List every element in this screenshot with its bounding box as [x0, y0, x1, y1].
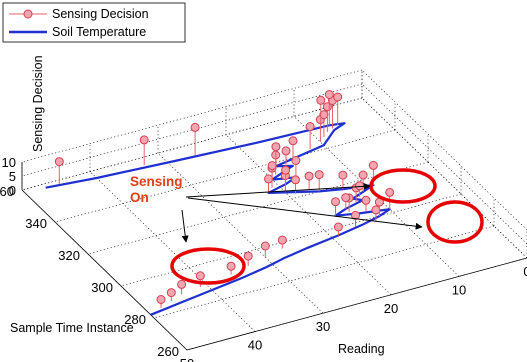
sensing-decision-marker: [338, 170, 348, 180]
y-axis-label: Sample Time Instance: [10, 321, 134, 335]
axis-line-time: [21, 189, 188, 351]
sensing-decision-marker: [333, 92, 343, 102]
annotation-line1: Sensing: [130, 174, 183, 189]
sensing-decision-marker: [156, 295, 166, 304]
x-tick-label: 50: [180, 356, 194, 362]
sensing-decision-marker: [166, 288, 176, 298]
sensing-decision-marker: [305, 122, 315, 131]
legend-entry-sensing-decision: Sensing Decision: [52, 7, 149, 21]
tick-labels: 010203040502602803003203403600510: [0, 155, 527, 362]
floor-grid-line: [54, 129, 396, 223]
sensing-decision-marker: [371, 205, 381, 215]
sensing-decision-marker: [331, 197, 340, 207]
legend-entry-soil-temperature: Soil Temperature: [52, 25, 146, 39]
floor-grid-line: [153, 225, 495, 319]
z-tick-label: 0: [9, 183, 16, 198]
sensing-on-highlight-circle: [426, 200, 484, 244]
sensing-decision-marker: [260, 241, 270, 251]
sensing-decision-marker: [324, 90, 334, 99]
y-tick-label: 360: [0, 184, 14, 199]
back-wall-grid-line: [21, 83, 363, 177]
annotation: Sensing On: [130, 168, 484, 285]
floor-grid-line: [87, 161, 429, 255]
sensing-decision-marker: [314, 170, 324, 180]
sensing-decision-marker: [139, 135, 149, 145]
sensing-decision-marker: [264, 174, 273, 184]
soil-temperature-line: [45, 122, 391, 316]
sensing-decision-marker: [351, 210, 360, 220]
sensing-decision-marker: [341, 193, 351, 203]
floor-grid-line: [225, 134, 392, 296]
side-wall-grid-line: [361, 97, 527, 259]
axis-line-reading: [186, 257, 527, 351]
sensing-decision-marker: [190, 122, 200, 132]
axes-grid: [21, 69, 527, 351]
annotation-arrow: [181, 209, 189, 243]
sensing-decision-marker: [277, 235, 287, 245]
sensing-decision-marker: [267, 161, 277, 171]
x-tick-label: 10: [452, 282, 466, 297]
sensing-decision-marker: [358, 170, 368, 180]
sensing-decision-marker: [333, 222, 343, 232]
sensing-decision-marker: [316, 95, 326, 105]
sensing-decision-marker: [355, 181, 365, 191]
sensing-decision-marker: [385, 187, 395, 197]
plot-area: [45, 90, 395, 316]
legend: Sensing Decision Soil Temperature: [2, 2, 186, 43]
sensing-decision-marker: [368, 160, 378, 170]
sensing-decision-marker: [226, 261, 236, 271]
z-tick-label: 5: [9, 169, 16, 184]
sensing-decision-marker: [281, 146, 291, 156]
sensing-decision-marker: [291, 156, 301, 165]
legend-swatch-sensing-marker: [23, 9, 33, 19]
x-tick-label: 20: [384, 301, 398, 316]
x-tick-label: 30: [316, 319, 330, 334]
floor-grid-line: [120, 193, 462, 287]
sensing-on-highlight-circle: [170, 247, 246, 285]
side-wall-grid-line: [361, 83, 527, 245]
sensing-decision-marker: [195, 271, 205, 281]
x-tick-label: 0: [523, 264, 527, 279]
y-tick-label: 320: [58, 248, 80, 263]
legend-box: [2, 2, 186, 43]
x-tick-label: 40: [248, 338, 262, 353]
sensing-decision-marker: [288, 136, 298, 146]
sensing-on-highlight-circle: [369, 168, 437, 204]
floor-grid-line: [157, 152, 324, 314]
sensing-decision-marker: [54, 157, 64, 167]
y-tick-label: 300: [91, 280, 113, 295]
z-axis-label: Sensing Decision: [31, 55, 45, 152]
sensing-decision-marker: [304, 171, 314, 181]
floor-grid-line: [89, 171, 256, 332]
y-tick-label: 280: [124, 312, 146, 327]
sensing-decision-marker: [177, 279, 187, 289]
side-wall-grid-line: [361, 69, 527, 231]
y-tick-label: 340: [25, 216, 47, 231]
floor-grid-line: [293, 116, 460, 277]
sensing-decision-marker: [271, 142, 281, 152]
y-tick-label: 260: [157, 344, 179, 359]
back-wall-grid-line: [21, 69, 363, 163]
z-tick-label: 10: [2, 155, 16, 170]
sensing-decision-marker: [243, 251, 253, 261]
back-wall-grid-line: [21, 97, 363, 191]
x-axis-label: Reading: [338, 342, 385, 356]
sensing-decision-marker: [361, 195, 371, 205]
annotation-arrow: [185, 182, 371, 198]
annotation-arrow: [187, 197, 423, 230]
annotation-line2: On: [130, 190, 149, 205]
